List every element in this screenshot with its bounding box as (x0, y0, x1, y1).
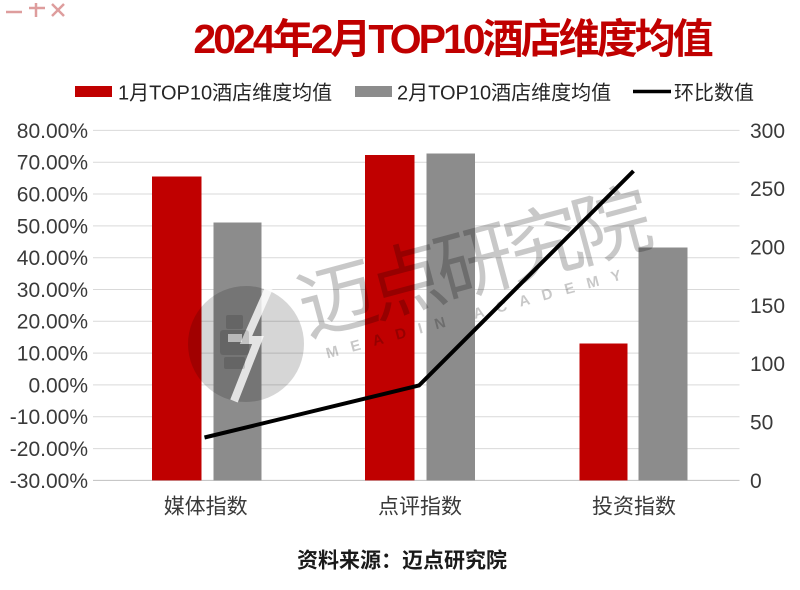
svg-text:200: 200 (750, 237, 785, 260)
svg-text:70.00%: 70.00% (17, 152, 88, 175)
svg-text:20.00%: 20.00% (17, 311, 88, 334)
svg-text:0.00%: 0.00% (28, 374, 88, 397)
svg-text:1月TOP10酒店维度均值: 1月TOP10酒店维度均值 (118, 82, 332, 105)
svg-text:0: 0 (750, 470, 762, 493)
svg-text:250: 250 (750, 178, 785, 201)
svg-text:150: 150 (750, 295, 785, 318)
svg-text:30.00%: 30.00% (17, 279, 88, 302)
svg-text:资料来源：迈点研究院: 资料来源：迈点研究院 (297, 549, 507, 573)
svg-text:300: 300 (750, 120, 785, 143)
svg-text:媒体指数: 媒体指数 (164, 495, 248, 518)
svg-text:60.00%: 60.00% (17, 183, 88, 206)
svg-text:点评指数: 点评指数 (378, 495, 462, 518)
svg-text:2024年2月TOP10酒店维度均值: 2024年2月TOP10酒店维度均值 (193, 16, 712, 62)
svg-text:-30.00%: -30.00% (10, 470, 88, 493)
svg-text:40.00%: 40.00% (17, 247, 88, 270)
svg-text:80.00%: 80.00% (17, 120, 88, 143)
svg-text:-10.00%: -10.00% (10, 406, 88, 429)
svg-text:投资指数: 投资指数 (592, 495, 676, 518)
svg-text:-20.00%: -20.00% (10, 438, 88, 461)
svg-text:50: 50 (750, 412, 773, 435)
svg-text:2月TOP10酒店维度均值: 2月TOP10酒店维度均值 (397, 82, 611, 105)
svg-text:10.00%: 10.00% (17, 343, 88, 366)
svg-text:环比数值: 环比数值 (674, 82, 754, 105)
svg-text:100: 100 (750, 353, 785, 376)
svg-text:50.00%: 50.00% (17, 215, 88, 238)
